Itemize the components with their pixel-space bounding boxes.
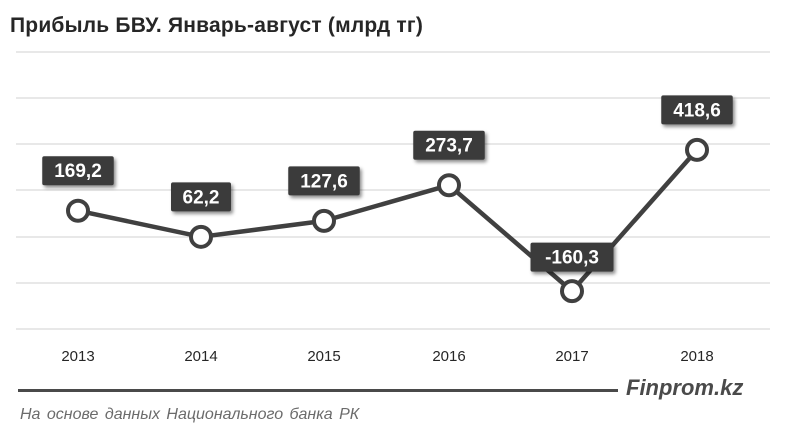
data-label-2017: -160,3 [530,242,614,272]
data-point-2014 [189,224,213,249]
data-label-text: 169,2 [54,161,102,182]
data-label-text: 127,6 [300,171,348,192]
data-label-box [413,130,485,160]
data-point-2013 [66,198,90,223]
x-tick-label-2013: 2013 [61,348,94,365]
data-point-2018 [685,137,709,162]
data-label-2018: 418,6 [661,95,733,125]
data-label-box [530,242,614,272]
x-tick-label-2015: 2015 [307,348,340,365]
chart-title: Прибыль БВУ. Январь-август (млрд тг) [10,14,424,37]
data-label-2015: 127,6 [288,166,360,196]
data-point-2015 [312,208,336,233]
brand-logo: Finprom.kz [626,375,744,400]
x-tick-label-2014: 2014 [184,348,217,365]
data-point-2016 [437,173,461,198]
data-label-2016: 273,7 [413,130,485,160]
data-label-text: -160,3 [545,248,599,269]
data-label-box [171,182,231,212]
data-label-box [42,156,114,186]
line-chart: 169,2 62,2 127,6 273,7 -160,3 418,6 2013 2014 2… [16,51,770,365]
footer-divider [18,389,618,392]
x-tick-label-2016: 2016 [432,348,465,365]
data-label-text: 273,7 [425,136,473,157]
x-tick-label-2018: 2018 [680,348,713,365]
data-label-box [661,95,733,125]
data-label-2014: 62,2 [171,182,231,212]
data-label-text: 418,6 [673,100,721,121]
data-label-box [288,166,360,196]
data-point-2017 [560,279,584,304]
data-label-2013: 169,2 [42,156,114,186]
x-tick-label-2017: 2017 [555,348,588,365]
data-label-text: 62,2 [183,187,220,208]
source-note: На основе данных Национального банка РК [20,406,360,423]
